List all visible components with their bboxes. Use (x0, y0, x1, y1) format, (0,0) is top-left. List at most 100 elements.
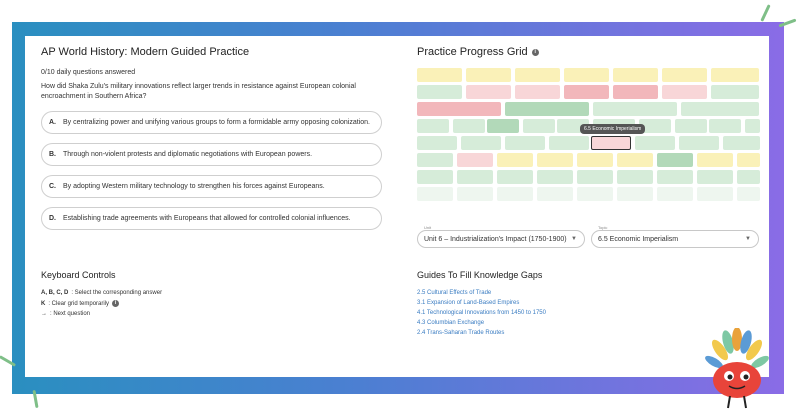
shortcut-desc: : Next question (50, 311, 91, 317)
grid-cell[interactable] (515, 68, 560, 82)
grid-cell[interactable] (417, 187, 453, 201)
grid-cell[interactable] (679, 136, 719, 150)
grid-cell[interactable] (515, 85, 560, 99)
keyboard-heading: Keyboard Controls (41, 270, 116, 280)
option-letter: C. (49, 183, 56, 190)
grid-cell[interactable] (675, 119, 707, 133)
grid-cell[interactable] (657, 187, 693, 201)
grid-cell[interactable] (417, 136, 457, 150)
grid-cell[interactable] (613, 85, 658, 99)
question-section: AP World History: Modern Guided Practice… (41, 46, 386, 230)
decoration-spark (778, 18, 797, 28)
grid-cell[interactable] (737, 153, 760, 167)
grid-cell[interactable] (537, 187, 573, 201)
grid-cell[interactable] (723, 136, 760, 150)
grid-cell[interactable] (577, 153, 613, 167)
grid-cell[interactable] (417, 102, 501, 116)
grid-cell[interactable] (635, 136, 675, 150)
guides-section: Guides To Fill Knowledge Gaps 2.5 Cultur… (417, 270, 546, 340)
keyboard-controls: Keyboard Controls A, B, C, D: Select the… (41, 270, 162, 321)
grid-cell[interactable] (697, 170, 733, 184)
option-text: By adopting Western military technology … (63, 183, 325, 190)
grid-tooltip: 6.5 Economic Imperialism (580, 124, 646, 134)
answer-option-b[interactable]: B. Through non-violent protests and dipl… (41, 143, 382, 166)
grid-cell[interactable] (461, 136, 501, 150)
answer-option-c[interactable]: C. By adopting Western military technolo… (41, 175, 382, 198)
grid-cell[interactable] (737, 170, 760, 184)
grid-cell[interactable] (662, 68, 707, 82)
grid-cell[interactable] (657, 170, 693, 184)
grid-cell-selected[interactable] (591, 136, 631, 150)
question-text: How did Shaka Zulu's military innovation… (41, 83, 356, 100)
topic-select[interactable]: Topic 6.5 Economic Imperialism ▼ (591, 225, 759, 248)
grid-cell[interactable] (457, 153, 493, 167)
topic-value: 6.5 Economic Imperialism (598, 235, 679, 243)
grid-cell[interactable] (417, 85, 462, 99)
grid-cell[interactable] (617, 153, 653, 167)
question-counter: 0/10 daily questions answered (41, 69, 136, 76)
grid-cell[interactable] (662, 85, 707, 99)
guide-link[interactable]: 4.3 Columbian Exchange (417, 320, 485, 326)
grid-cell[interactable] (466, 85, 511, 99)
progress-section: Practice Progress Grid i 6.5 Economic Im… (417, 46, 761, 248)
grid-cell[interactable] (417, 68, 462, 82)
decoration-spark (760, 4, 771, 22)
mascot-illustration (705, 328, 769, 409)
shortcut-abcd: A, B, C, D: Select the corresponding ans… (41, 290, 162, 296)
grid-cell[interactable] (417, 119, 449, 133)
progress-heading: Practice Progress Grid (417, 46, 528, 58)
grid-cell[interactable] (639, 119, 671, 133)
answer-option-d[interactable]: D. Establishing trade agreements with Eu… (41, 207, 382, 230)
main-panel: AP World History: Modern Guided Practice… (25, 36, 769, 409)
answer-option-a[interactable]: A. By centralizing power and unifying va… (41, 111, 382, 134)
mascot-body (713, 362, 761, 398)
guide-link[interactable]: 2.4 Trans-Saharan Trade Routes (417, 330, 505, 336)
option-text: Through non-violent protests and diploma… (63, 151, 313, 158)
shortcut-desc: : Select the corresponding answer (71, 290, 163, 296)
grid-cell[interactable] (537, 170, 573, 184)
grid-cell[interactable] (745, 119, 760, 133)
grid-cell[interactable] (697, 153, 733, 167)
grid-cell[interactable] (457, 170, 493, 184)
grid-cell[interactable] (497, 170, 533, 184)
grid-cell[interactable] (537, 153, 573, 167)
grid-cell[interactable] (497, 187, 533, 201)
grid-cell[interactable] (505, 102, 589, 116)
grid-cell[interactable] (564, 85, 609, 99)
shortcut-next: →: Next question (41, 311, 162, 317)
grid-cell[interactable] (711, 68, 759, 82)
grid-cell[interactable] (523, 119, 555, 133)
grid-cell[interactable] (497, 153, 533, 167)
grid-cell[interactable] (681, 102, 759, 116)
grid-cell[interactable] (709, 119, 741, 133)
grid-cell[interactable] (453, 119, 485, 133)
guide-link[interactable]: 3.1 Expansion of Land-Based Empires (417, 300, 520, 306)
grid-cell[interactable] (564, 68, 609, 82)
grid-cell[interactable] (549, 136, 589, 150)
grid-cell[interactable] (577, 187, 613, 201)
grid-cell[interactable] (457, 187, 493, 201)
option-text: Establishing trade agreements with Europ… (63, 215, 351, 222)
info-icon[interactable]: i (531, 48, 539, 56)
grid-cell[interactable] (487, 119, 519, 133)
guide-link[interactable]: 4.1 Technological Innovations from 1450 … (417, 310, 546, 316)
grid-cell[interactable] (417, 153, 453, 167)
info-icon[interactable]: i (112, 300, 120, 307)
grid-cell[interactable] (737, 187, 760, 201)
grid-cell[interactable] (577, 170, 613, 184)
option-letter: D. (49, 215, 56, 222)
guides-heading: Guides To Fill Knowledge Gaps (417, 270, 543, 280)
guide-link[interactable]: 2.5 Cultural Effects of Trade (417, 290, 492, 296)
grid-cell[interactable] (697, 187, 733, 201)
grid-cell[interactable] (593, 102, 677, 116)
shortcut-key: A, B, C, D (41, 290, 69, 296)
grid-cell[interactable] (657, 153, 693, 167)
grid-cell[interactable] (505, 136, 545, 150)
grid-cell[interactable] (613, 68, 658, 82)
grid-cell[interactable] (711, 85, 759, 99)
grid-cell[interactable] (466, 68, 511, 82)
grid-cell[interactable] (617, 170, 653, 184)
unit-select[interactable]: Unit Unit 6 – Industrialization's Impact… (417, 225, 585, 248)
grid-cell[interactable] (417, 170, 453, 184)
grid-cell[interactable] (617, 187, 653, 201)
